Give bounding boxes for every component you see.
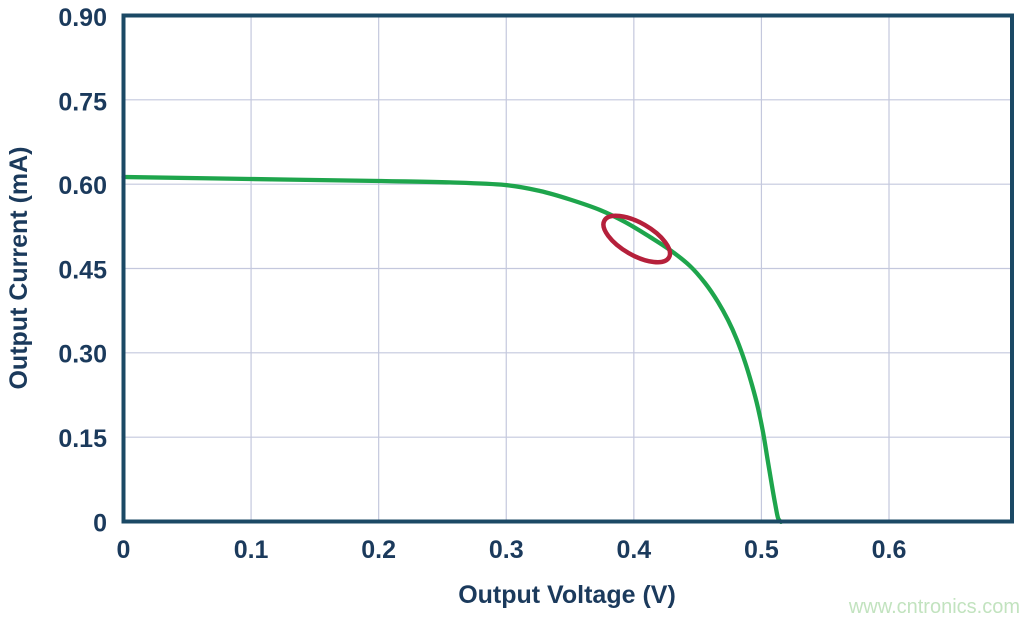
svg-text:0.75: 0.75: [58, 89, 107, 117]
svg-text:0.3: 0.3: [489, 536, 524, 564]
svg-text:Output Current (mA): Output Current (mA): [5, 146, 33, 389]
svg-text:Output Voltage (V): Output Voltage (V): [458, 581, 676, 609]
svg-text:0.45: 0.45: [58, 257, 107, 285]
svg-text:0.6: 0.6: [872, 536, 907, 564]
svg-text:0.30: 0.30: [58, 341, 107, 369]
svg-text:www.cntronics.com: www.cntronics.com: [848, 596, 1020, 618]
svg-text:0.60: 0.60: [58, 172, 107, 200]
svg-text:0.4: 0.4: [616, 536, 651, 564]
svg-text:0.1: 0.1: [234, 536, 269, 564]
svg-text:0.2: 0.2: [361, 536, 396, 564]
svg-text:0: 0: [93, 510, 107, 538]
svg-text:0.90: 0.90: [58, 4, 107, 32]
svg-text:0.5: 0.5: [744, 536, 779, 564]
svg-text:0.15: 0.15: [58, 425, 107, 453]
svg-text:0: 0: [117, 536, 131, 564]
